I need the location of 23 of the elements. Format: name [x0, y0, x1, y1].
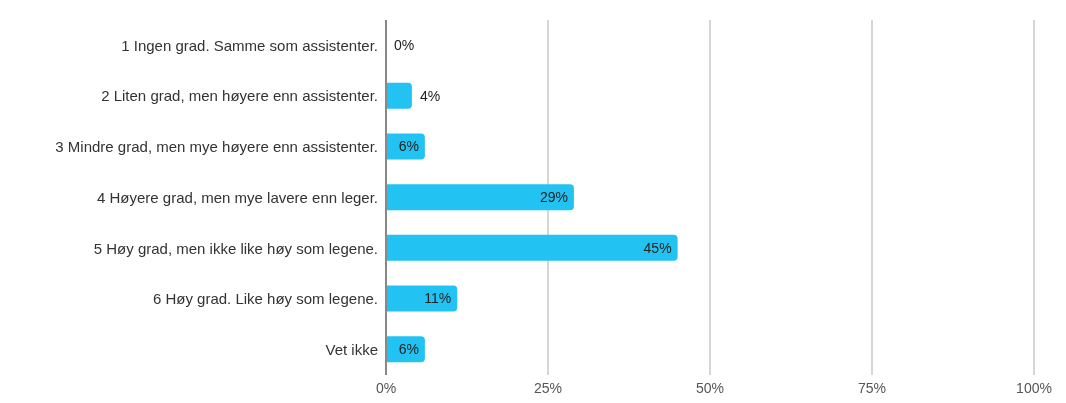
y-tick-label: 2 Liten grad, men høyere enn assistenter. [101, 87, 378, 105]
data-label: 0% [394, 36, 415, 53]
bar [386, 285, 458, 312]
y-tick-label: 5 Høy grad, men ikke like høy som legene. [93, 239, 378, 257]
x-tick-label: 75% [857, 379, 887, 396]
x-tick-label: 100% [1016, 379, 1052, 396]
data-label: 4% [419, 87, 441, 104]
bar [386, 82, 412, 109]
data-label: 45% [643, 239, 672, 256]
y-tick-label: 4 Høyere grad, men mye lavere enn leger. [97, 188, 378, 206]
x-tick-label: 25% [533, 379, 563, 396]
data-label: 29% [539, 189, 568, 206]
x-tick-label: 50% [695, 379, 725, 396]
y-tick-label: Vet ikke [325, 340, 378, 358]
data-label: 6% [398, 138, 419, 155]
x-tick-label: 0% [375, 379, 397, 396]
y-tick-label: 1 Ingen grad. Samme som assistenter. [121, 36, 378, 54]
bar [386, 234, 678, 261]
bar [386, 184, 574, 211]
data-label: 11% [424, 290, 452, 307]
data-label: 6% [398, 341, 419, 358]
y-tick-label: 3 Mindre grad, men mye høyere enn assistenter. [55, 138, 378, 156]
y-tick-label: 6 Høy grad. Like høy som legene. [152, 290, 378, 308]
